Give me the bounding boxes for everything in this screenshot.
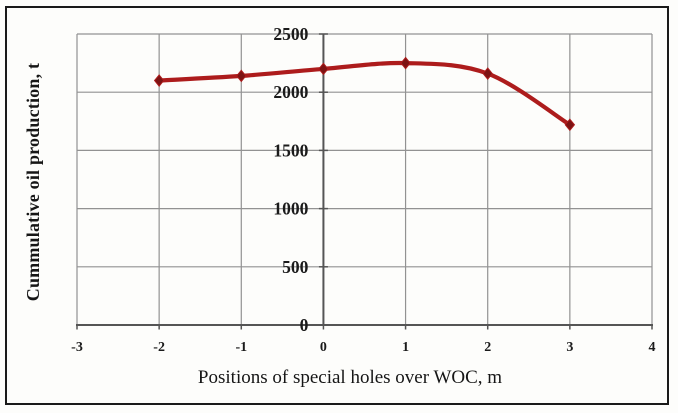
x-tick-label: 1 — [402, 340, 409, 355]
x-tick-label: 3 — [566, 340, 573, 355]
y-tick-label: 0 — [300, 315, 309, 335]
data-point-marker — [236, 69, 247, 83]
data-point-marker — [153, 74, 165, 87]
y-tick-label: 500 — [282, 257, 309, 277]
x-tick-label: 4 — [649, 340, 656, 355]
y-tick-label: 2000 — [273, 82, 308, 102]
data-point-marker — [564, 118, 576, 132]
y-tick-label: 1000 — [273, 199, 308, 219]
x-tick-label: -1 — [235, 340, 247, 355]
data-point-marker — [318, 62, 329, 76]
y-tick-label: 1500 — [273, 140, 308, 160]
y-tick-label: 2500 — [273, 24, 308, 44]
series-line — [157, 60, 572, 127]
y-axis-title: Cummulative oil production, t — [23, 62, 43, 302]
x-tick-label: 0 — [320, 340, 327, 355]
data-point-marker — [482, 67, 493, 80]
figure-border — [5, 6, 669, 405]
data-point-marker — [400, 56, 411, 70]
x-tick-label: -2 — [153, 340, 165, 355]
x-tick-label: -3 — [71, 340, 83, 355]
x-axis-title: Positions of special holes over WOC, m — [197, 367, 503, 388]
x-tick-label: 2 — [484, 340, 491, 355]
